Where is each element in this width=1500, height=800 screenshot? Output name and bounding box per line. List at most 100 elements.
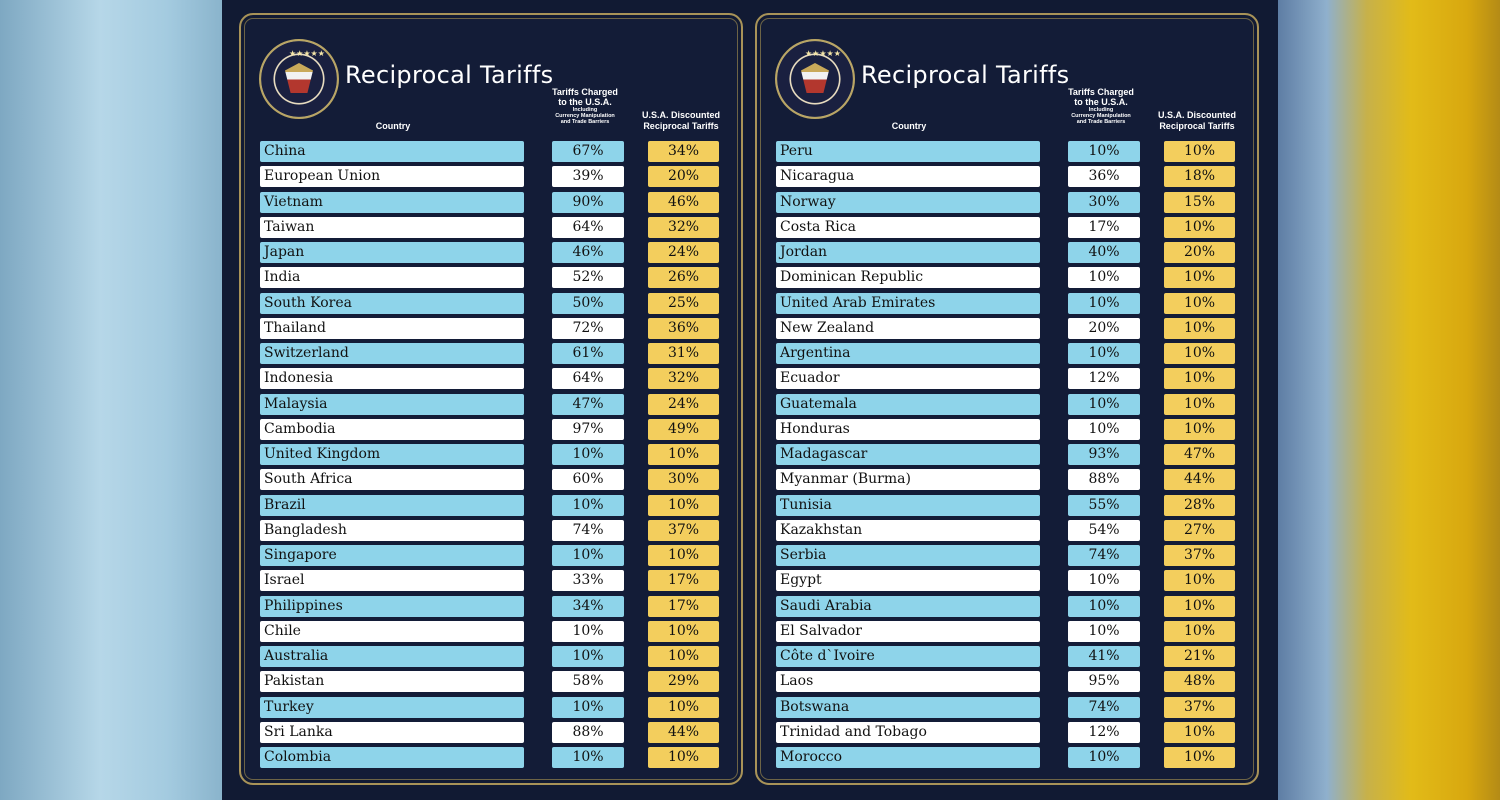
table-row: Ecuador 12% 10% [776,366,1246,391]
tariff-charged-cell: 93% [1068,444,1140,465]
tariff-charged-cell: 41% [1068,646,1140,667]
tariff-charged-cell: 10% [552,494,624,516]
discounted-tariff-cell: 24% [648,242,719,263]
country-cell: Pakistan [260,671,524,693]
tariff-charged-cell: 74% [1068,545,1140,566]
discounted-tariff-cell: 25% [648,292,719,314]
tariff-board: ★★★★★ Reciprocal Tariffs Country Tariffs… [222,0,1278,800]
table-row: Nicaragua 36% 18% [776,164,1246,189]
discounted-tariff-cell: 20% [648,166,719,188]
country-cell: India [260,267,524,289]
discounted-tariff-cell: 49% [648,418,719,440]
tariff-charged-cell: 52% [552,267,624,289]
tariff-charged-cell: 47% [552,393,624,415]
table-row: India 52% 26% [260,265,730,290]
tariff-charged-cell: 12% [1068,368,1140,390]
country-cell: Singapore [260,545,524,566]
tariff-charged-cell: 10% [1068,747,1140,768]
tariff-charged-cell: 40% [1068,242,1140,263]
discounted-tariff-cell: 21% [1164,646,1235,667]
header-charged-line2: to the U.S.A. [558,97,612,107]
eagle-icon [801,63,829,93]
table-row: Norway 30% 15% [776,190,1246,215]
tariff-charged-cell: 12% [1068,721,1140,743]
table-row: Botswana 74% 37% [776,695,1246,720]
country-cell: Tunisia [776,494,1040,516]
discounted-tariff-cell: 10% [1164,418,1235,440]
table-row: Turkey 10% 10% [260,695,730,720]
country-cell: Costa Rica [776,216,1040,238]
country-cell: Turkey [260,696,524,718]
country-cell: Kazakhstan [776,519,1040,541]
blurred-background-left [0,0,222,800]
table-row: Myanmar (Burma) 88% 44% [776,467,1246,492]
discounted-tariff-cell: 10% [1164,570,1235,592]
tariff-charged-cell: 64% [552,368,624,390]
country-cell: Bangladesh [260,519,524,541]
tariff-charged-cell: 88% [552,721,624,743]
discounted-tariff-cell: 10% [648,747,719,768]
tariff-charged-cell: 10% [552,646,624,667]
tariff-panel-right: ★★★★★ Reciprocal Tariffs Country Tariffs… [755,13,1259,785]
country-cell: Norway [776,191,1040,213]
tariff-charged-cell: 54% [1068,519,1140,541]
country-cell: Brazil [260,494,524,516]
discounted-tariff-cell: 10% [1164,317,1235,339]
country-cell: Japan [260,242,524,263]
header-discount-line1: U.S.A. Discounted [641,110,720,120]
country-cell: Sri Lanka [260,721,524,743]
discounted-tariff-cell: 10% [648,646,719,667]
discounted-tariff-cell: 29% [648,671,719,693]
discounted-tariff-cell: 31% [648,343,719,364]
country-cell: Indonesia [260,368,524,390]
eagle-icon [285,63,313,93]
discounted-tariff-cell: 44% [648,721,719,743]
panel-title: Reciprocal Tariffs [861,61,1070,89]
header-charged-sub2: Currency Manipulation [1071,113,1131,119]
discounted-tariff-cell: 37% [1164,545,1235,566]
tariff-charged-cell: 10% [1068,393,1140,415]
discounted-tariff-cell: 24% [648,393,719,415]
header-charged-sub3: and Trade Barriers [1076,119,1126,125]
discounted-tariff-cell: 26% [648,267,719,289]
seal-stars: ★★★★★ [805,49,841,58]
discounted-tariff-cell: 46% [648,191,719,213]
tariff-charged-cell: 34% [552,595,624,617]
tariff-charged-cell: 17% [1068,216,1140,238]
discounted-tariff-cell: 18% [1164,166,1235,188]
table-row: Dominican Republic 10% 10% [776,265,1246,290]
discounted-tariff-cell: 17% [648,595,719,617]
tariff-charged-cell: 50% [552,292,624,314]
discounted-tariff-cell: 10% [648,444,719,465]
country-cell: Nicaragua [776,166,1040,188]
country-cell: Taiwan [260,216,524,238]
tariff-charged-cell: 74% [1068,696,1140,718]
discounted-tariff-cell: 48% [1164,671,1235,693]
country-cell: Ecuador [776,368,1040,390]
discounted-tariff-cell: 27% [1164,519,1235,541]
table-row: Taiwan 64% 32% [260,215,730,240]
tariff-charged-cell: 10% [1068,267,1140,289]
discounted-tariff-cell: 10% [648,620,719,642]
discounted-tariff-cell: 15% [1164,191,1235,213]
table-row: European Union 39% 20% [260,164,730,189]
table-row: Peru 10% 10% [776,139,1246,164]
tariff-charged-cell: 61% [552,343,624,364]
table-row: Malaysia 47% 24% [260,392,730,417]
tariff-table-left: China 67% 34% European Union 39% 20% Vietnam 90… [260,139,730,770]
column-header-discounted-tariffs: U.S.A. Discounted Reciprocal Tariffs [631,110,731,132]
country-cell: Honduras [776,418,1040,440]
header-charged-sub3: and Trade Barriers [560,119,610,125]
country-cell: El Salvador [776,620,1040,642]
table-row: China 67% 34% [260,139,730,164]
table-row: South Korea 50% 25% [260,291,730,316]
discounted-tariff-cell: 10% [1164,721,1235,743]
table-row: Thailand 72% 36% [260,316,730,341]
country-cell: Vietnam [260,191,524,213]
column-header-tariffs-charged: Tariffs Charged to the U.S.A. Including … [537,87,633,125]
tariff-charged-cell: 39% [552,166,624,188]
tariff-charged-cell: 55% [1068,494,1140,516]
country-cell: United Kingdom [260,444,524,465]
table-row: Singapore 10% 10% [260,543,730,568]
header-discount-line1: U.S.A. Discounted [1157,110,1236,120]
